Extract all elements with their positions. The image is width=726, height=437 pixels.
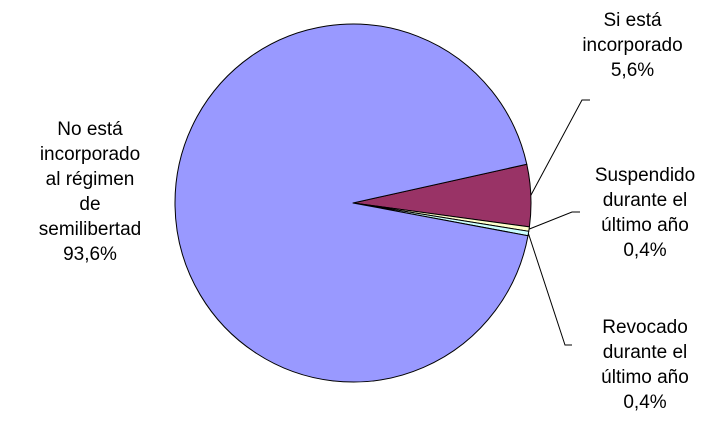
slice-no-incorporado [174,23,529,383]
slice-label-revocado: Revocado durante el último año 0,4% [601,317,689,413]
slice-label-no-incorporado: No está incorporado al régimen de semili… [38,119,142,265]
slice-label-suspendido: Suspendido durante el último año 0,4% [594,165,696,261]
leader-suspendido [528,211,580,230]
leader-revocado [527,233,572,346]
pie-slices [174,23,532,383]
leader-lines [527,99,590,346]
slice-label-si-incorporado: Si está incorporado 5,6% [582,10,683,81]
leader-si-incorporado [530,99,590,196]
